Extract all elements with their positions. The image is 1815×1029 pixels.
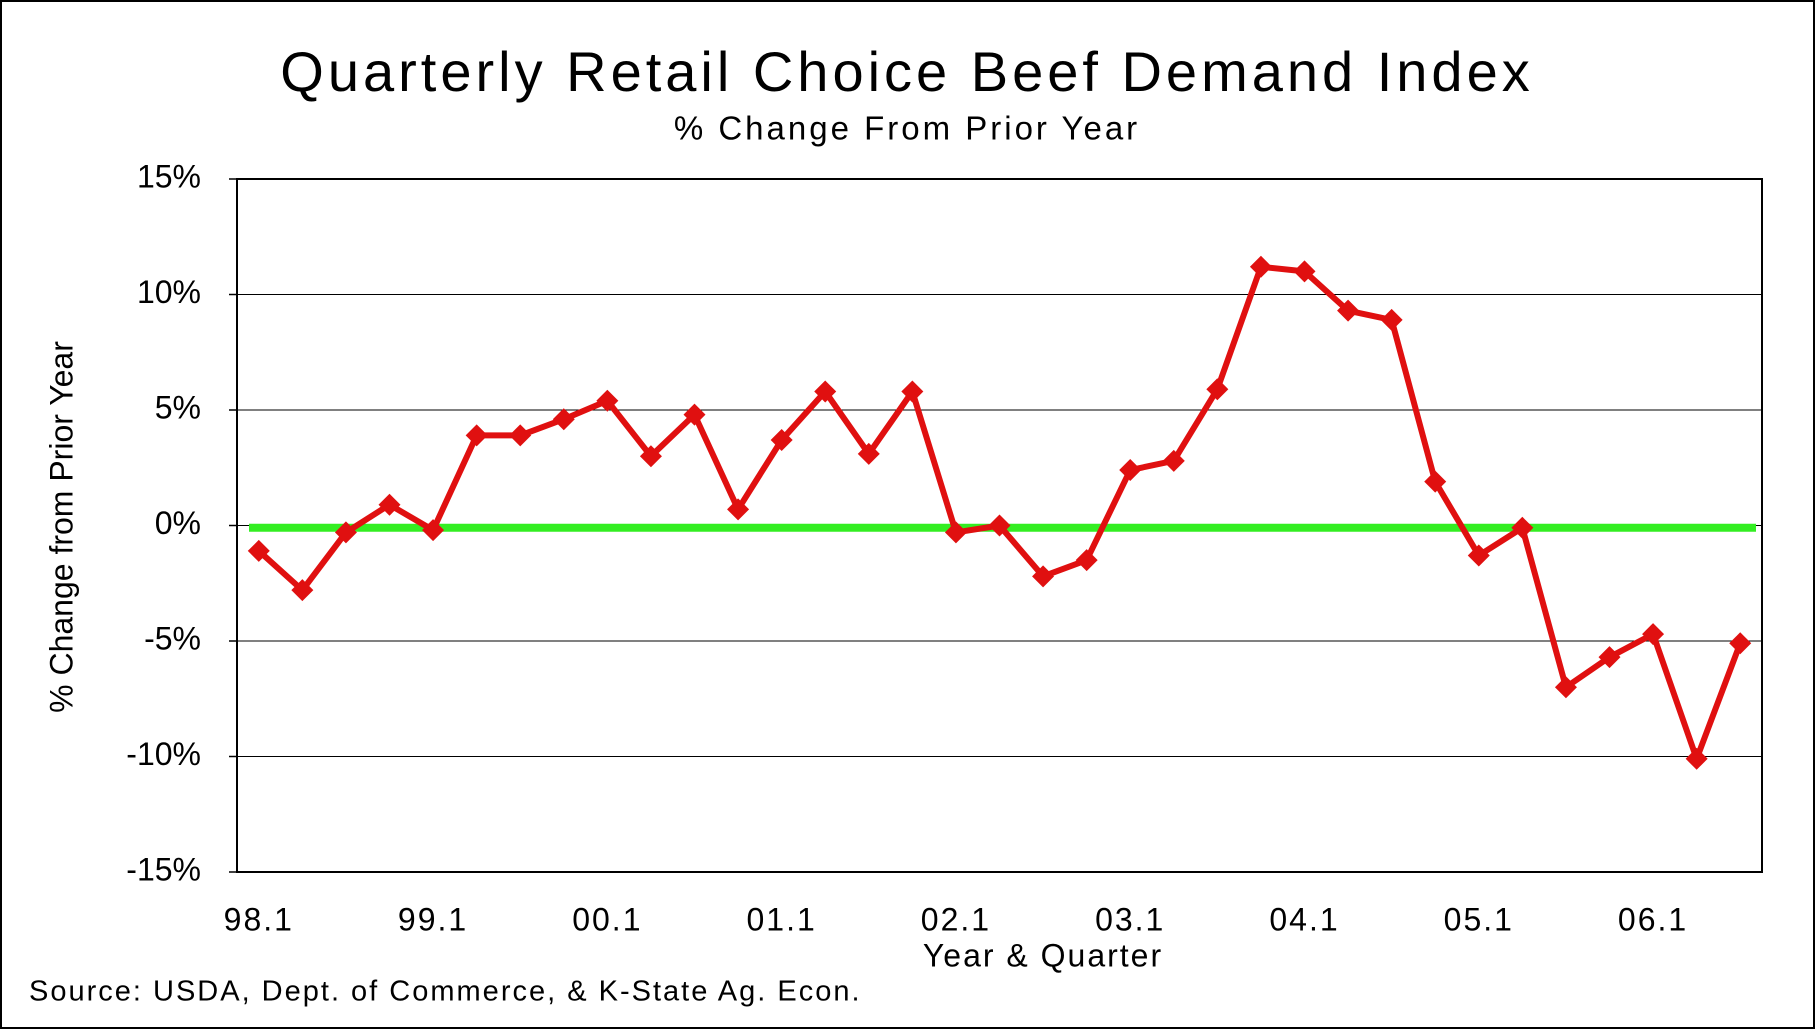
x-tick-label: 99.1 [398,901,468,937]
data-point [988,514,1011,537]
data-point [1598,646,1621,669]
x-axis-label: Year & Quarter [923,937,1163,973]
data-point [1119,459,1142,482]
data-point [509,424,532,447]
x-tick-label: 06.1 [1618,901,1688,937]
data-point [1075,549,1098,572]
source-note: Source: USDA, Dept. of Commerce, & K-Sta… [29,976,862,1008]
y-axis-label: % Change from Prior Year [43,341,79,713]
data-point [1642,623,1665,646]
y-tick-label: 10% [137,274,201,310]
y-tick-label: -15% [126,851,201,887]
data-point [857,442,880,465]
data-point [727,498,750,521]
y-tick-label: 5% [155,389,201,425]
data-point [1554,676,1577,699]
data-point [334,521,357,544]
y-tick-label: -5% [144,620,201,656]
x-tick-label: 03.1 [1095,901,1165,937]
plot-area [236,178,1763,873]
data-point [1162,449,1185,472]
data-point [378,493,401,516]
x-tick-label: 01.1 [747,901,817,937]
data-point [247,539,270,562]
data-point [422,519,445,542]
data-point [1467,544,1490,567]
data-point [1424,470,1447,493]
data-point [1032,565,1055,588]
x-tick-label: 05.1 [1444,901,1514,937]
data-point [814,380,837,403]
data-point [683,403,706,426]
x-tick-label: 04.1 [1269,901,1339,937]
chart-title: Quarterly Retail Choice Beef Demand Inde… [280,40,1533,103]
chart-subtitle: % Change From Prior Year [674,110,1140,147]
x-tick-label: 98.1 [224,901,294,937]
data-point [1337,299,1360,322]
data-point [1249,255,1272,278]
data-point [1380,308,1403,331]
data-point [944,521,967,544]
data-point [770,429,793,452]
data-point [1293,260,1316,283]
data-point [1685,747,1708,770]
data-point [1511,516,1534,539]
data-point [639,445,662,468]
data-point [465,424,488,447]
x-tick-label: 00.1 [572,901,642,937]
y-tick-label: -10% [126,736,201,772]
y-tick-label: 0% [155,505,201,541]
data-point [1729,632,1752,655]
y-tick-label: 15% [137,158,201,194]
x-tick-label: 02.1 [921,901,991,937]
data-point [552,408,575,431]
data-point [291,579,314,602]
data-point [1206,378,1229,401]
data-point [901,380,924,403]
data-point [596,389,619,412]
